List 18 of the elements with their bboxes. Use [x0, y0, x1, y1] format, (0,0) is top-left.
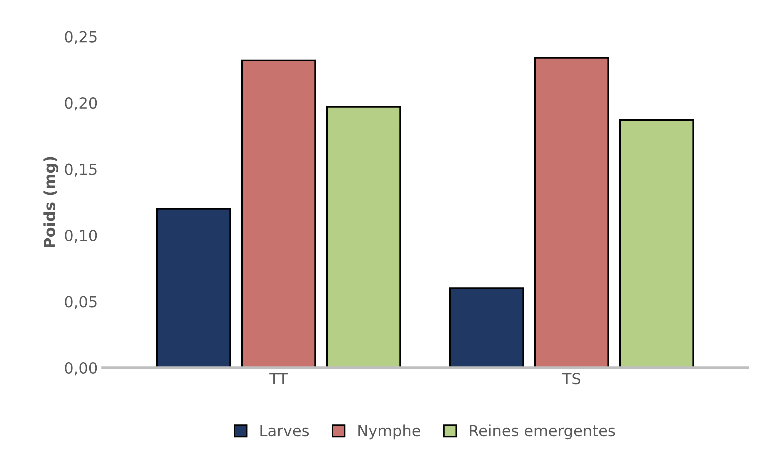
y-tick-label: 0,00	[65, 362, 98, 376]
legend-label: Reines emergentes	[470, 424, 616, 440]
x-tick-label: TT	[270, 373, 288, 384]
bar	[156, 208, 232, 368]
bar	[534, 57, 610, 368]
y-tick-label: 0,25	[65, 31, 97, 44]
y-tick-label: 0,10	[65, 230, 98, 244]
y-tick-label: 0,05	[65, 296, 97, 310]
legend-label: Nymphe	[358, 424, 420, 440]
y-axis-title: Poids (mg)	[44, 157, 59, 248]
x-tick-label: TS	[562, 373, 581, 385]
y-tick-label: 0,20	[65, 98, 98, 111]
bar	[449, 288, 524, 368]
bar	[241, 60, 316, 368]
bar	[619, 119, 694, 368]
bar	[326, 106, 402, 368]
y-tick-label: 0,15	[65, 164, 97, 177]
legend-label: Larves	[260, 425, 310, 437]
